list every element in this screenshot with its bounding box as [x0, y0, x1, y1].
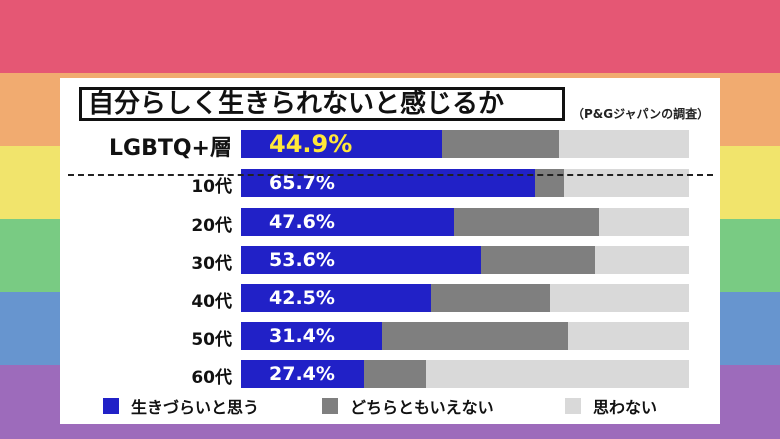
bar-segment: [481, 246, 595, 274]
legend-label: 生きづらいと思う: [131, 398, 260, 417]
bar-segment: [241, 322, 382, 350]
bar-segment: [594, 246, 689, 274]
bar-segment: [241, 360, 364, 388]
category-label: 20代: [191, 216, 232, 237]
legend-swatch: [103, 398, 119, 414]
bar-segment: [442, 130, 560, 158]
data-label: 53.6%: [269, 249, 335, 271]
rainbow-stripe: [0, 0, 780, 74]
source-note: （P&Gジャパンの調査）: [572, 107, 710, 121]
stacked-bar: 31.4%: [241, 322, 689, 350]
category-label: LGBTQ+層: [109, 136, 232, 162]
stacked-bar: 65.7%: [241, 169, 689, 197]
stacked-bar: 42.5%: [241, 284, 689, 312]
chart-title: 自分らしく生きられないと感じるか: [79, 87, 565, 121]
bar-segment: [381, 322, 569, 350]
stacked-bar: 27.4%: [241, 360, 689, 388]
data-label: 47.6%: [269, 211, 335, 233]
stacked-bar: 47.6%: [241, 208, 689, 236]
bar-segment: [241, 130, 443, 158]
data-label: 31.4%: [269, 325, 335, 347]
category-label: 40代: [191, 292, 232, 313]
data-label: 42.5%: [269, 287, 335, 309]
legend-swatch: [322, 398, 338, 414]
category-label: 10代: [191, 177, 232, 198]
bar-segment: [363, 360, 427, 388]
bar-segment: [559, 130, 689, 158]
bar-segment: [550, 284, 689, 312]
dashed-divider: [68, 174, 713, 176]
legend-item: 思わない: [565, 395, 657, 417]
bar-segment: [241, 169, 536, 197]
bar-segment: [241, 246, 482, 274]
data-label: 27.4%: [269, 363, 335, 385]
bar-segment: [535, 169, 564, 197]
category-label: 50代: [191, 330, 232, 351]
legend-item: 生きづらいと思う: [103, 395, 259, 417]
bar-segment: [241, 208, 455, 236]
data-label: 65.7%: [269, 172, 335, 194]
stacked-bar: 44.9%: [241, 130, 689, 158]
bar-segment: [241, 284, 432, 312]
category-label: 60代: [191, 368, 232, 389]
stacked-bar: 53.6%: [241, 246, 689, 274]
category-label: 30代: [191, 254, 232, 275]
legend-label: 思わない: [593, 398, 658, 417]
chart-panel: 自分らしく生きられないと感じるか （P&Gジャパンの調査） LGBTQ+層 44.…: [60, 78, 720, 424]
bar-segment: [599, 208, 689, 236]
bar-segment: [426, 360, 689, 388]
legend-item: どちらともいえない: [322, 395, 494, 417]
bar-segment: [563, 169, 689, 197]
legend-label: どちらともいえない: [350, 398, 494, 417]
bar-segment: [454, 208, 600, 236]
bar-segment: [431, 284, 551, 312]
bar-segment: [568, 322, 689, 350]
data-label: 44.9%: [269, 130, 353, 158]
legend-swatch: [565, 398, 581, 414]
